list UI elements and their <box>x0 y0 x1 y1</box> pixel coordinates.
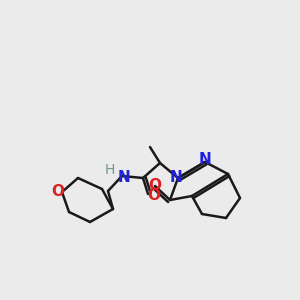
Text: H: H <box>105 163 115 177</box>
Text: N: N <box>118 170 130 185</box>
Text: N: N <box>169 170 182 185</box>
Text: N: N <box>199 152 212 167</box>
Text: O: O <box>148 188 160 203</box>
Text: O: O <box>52 184 64 200</box>
Text: O: O <box>148 178 161 194</box>
